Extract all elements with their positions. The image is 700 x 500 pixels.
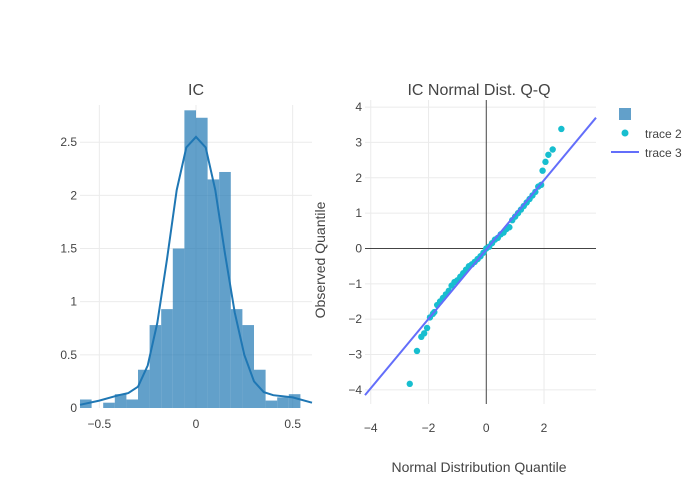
- qq-point: [539, 167, 546, 174]
- histogram-bar: [149, 325, 162, 408]
- qq-y-tick-label: −4: [348, 383, 362, 397]
- qq-y-tick-label: −2: [348, 312, 362, 326]
- histogram-bar: [114, 394, 127, 408]
- legend-dot-symbol: [621, 129, 629, 137]
- qq-point: [558, 125, 565, 133]
- histogram-panel: −0.5 0 0.5 0 0.5 1 1.5 2 2.5 IC: [60, 82, 313, 431]
- histogram-bar: [138, 369, 150, 408]
- qq-y-tick-label: 1: [355, 206, 362, 220]
- kde-curve: [79, 135, 313, 406]
- qq-point: [420, 330, 428, 337]
- qq-y-tick-label: 0: [355, 241, 362, 255]
- qq-y-tick-label: 4: [355, 100, 362, 114]
- histogram-y-ticks: 0 0.5 1 1.5 2 2.5: [60, 135, 77, 415]
- qq-y-ticks: −4 −3 −2 −1 0 1 2 3 4: [348, 100, 362, 397]
- histogram-bar: [288, 394, 301, 408]
- histogram-y-tick-label: 1: [70, 295, 77, 309]
- histogram-bar: [207, 179, 220, 408]
- histogram-x-ticks: −0.5 0 0.5: [87, 417, 301, 431]
- qq-x-tick-label: −2: [422, 421, 436, 435]
- qq-y-axis-title: Observed Quantile: [312, 201, 328, 318]
- qq-point: [545, 151, 552, 158]
- qq-point: [406, 380, 413, 388]
- qq-x-tick-label: 0: [483, 421, 490, 435]
- histogram-y-tick-label: 0: [70, 401, 77, 415]
- legend-label-trace-3: trace 3: [645, 146, 682, 160]
- qq-y-tick-label: 2: [355, 171, 362, 185]
- qq-y-tick-label: −1: [348, 277, 362, 291]
- qq-point: [506, 224, 513, 231]
- histogram-bar: [103, 402, 115, 408]
- histogram-bar: [184, 110, 196, 408]
- legend-label-trace-2: trace 2: [645, 127, 682, 141]
- qq-reference-line: [364, 117, 597, 396]
- histogram-bar: [196, 117, 208, 408]
- histogram-y-tick-label: 2: [70, 188, 77, 202]
- qq-title: IC Normal Dist. Q-Q: [407, 82, 550, 99]
- qq-gridlines: [365, 100, 596, 404]
- qq-x-axis-title: Normal Distribution Quantile: [391, 459, 566, 475]
- histogram-x-tick-label: −0.5: [87, 417, 111, 431]
- legend: trace 2 trace 3: [611, 108, 682, 160]
- histogram-bar: [219, 171, 231, 408]
- histogram-bar: [277, 397, 289, 408]
- histogram-bar: [126, 399, 138, 408]
- histogram-y-tick-label: 1.5: [60, 242, 77, 256]
- qq-panel: −4 −2 0 2 −4 −3 −2 −1 0 1 2 3 4 IC Normal Dist. Q-Q…: [312, 82, 597, 475]
- qq-x-ticks: −4 −2 0 2: [364, 421, 548, 435]
- histogram-x-tick-label: 0: [193, 417, 200, 431]
- histogram-title: IC: [188, 82, 204, 99]
- qq-y-tick-label: 3: [355, 135, 362, 149]
- histogram-y-tick-label: 2.5: [60, 135, 77, 149]
- legend-square-symbol: [619, 108, 631, 120]
- qq-x-tick-label: 2: [541, 421, 548, 435]
- qq-y-tick-label: −3: [348, 348, 362, 362]
- histogram-bar: [161, 309, 173, 408]
- histogram-bar: [230, 309, 243, 408]
- qq-point: [423, 324, 431, 332]
- qq-point: [413, 347, 421, 355]
- histogram-bar: [172, 248, 185, 408]
- qq-x-tick-label: −4: [364, 421, 378, 435]
- histogram-bar: [265, 400, 278, 408]
- qq-point: [549, 146, 556, 153]
- qq-point: [542, 158, 549, 166]
- histogram-x-tick-label: 0.5: [284, 417, 301, 431]
- histogram-y-tick-label: 0.5: [60, 348, 77, 362]
